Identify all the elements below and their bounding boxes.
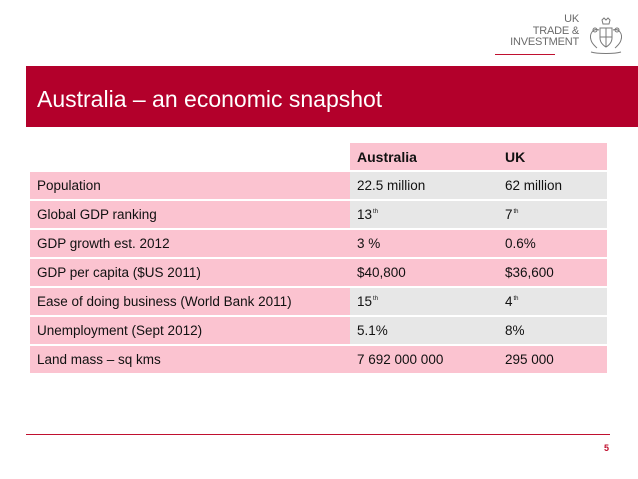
australia-value: 15 <box>357 294 373 309</box>
table-row: GDP per capita ($US 2011) $40,800 $36,60… <box>30 259 607 286</box>
header-empty-cell <box>30 143 350 170</box>
header-australia: Australia <box>350 143 498 170</box>
ordinal-suffix: th <box>513 296 519 302</box>
logo-text: UK TRADE & INVESTMENT <box>510 13 579 49</box>
australia-value-cell: 15th <box>350 288 498 315</box>
logo-line-trade: TRADE & <box>532 24 579 37</box>
row-label: Unemployment (Sept 2012) <box>30 317 350 344</box>
table-row: Ease of doing business (World Bank 2011)… <box>30 288 607 315</box>
economic-snapshot-table: Australia UK Population 22.5 million 62 … <box>30 141 607 375</box>
slide-title: Australia – an economic snapshot <box>37 86 383 112</box>
australia-value: 22.5 million <box>350 172 498 199</box>
ordinal-suffix: th <box>373 209 379 215</box>
uk-value: 0.6% <box>498 230 607 257</box>
table-row: Unemployment (Sept 2012) 5.1% 8% <box>30 317 607 344</box>
title-bar: Australia – an economic snapshot <box>26 66 638 127</box>
table-row: Global GDP ranking 13th 7th <box>30 201 607 228</box>
uk-value: 4 <box>505 294 513 309</box>
australia-value: 5.1% <box>350 317 498 344</box>
ordinal-suffix: th <box>373 296 379 302</box>
uk-value: 8% <box>498 317 607 344</box>
uk-value: $36,600 <box>498 259 607 286</box>
australia-value: 7 692 000 000 <box>350 346 498 373</box>
table-row: GDP growth est. 2012 3 % 0.6% <box>30 230 607 257</box>
uk-value: 295 000 <box>498 346 607 373</box>
page-number: 5 <box>604 443 610 453</box>
australia-value: 13 <box>357 207 373 222</box>
uk-value: 7 <box>505 207 513 222</box>
table-header-row: Australia UK <box>30 143 607 170</box>
australia-value-cell: 13th <box>350 201 498 228</box>
table-row: Population 22.5 million 62 million <box>30 172 607 199</box>
uk-value-cell: 7th <box>498 201 607 228</box>
row-label: GDP per capita ($US 2011) <box>30 259 350 286</box>
uk-value-cell: 4th <box>498 288 607 315</box>
row-label: GDP growth est. 2012 <box>30 230 350 257</box>
crest-icon <box>590 17 622 54</box>
row-label: Population <box>30 172 350 199</box>
row-label: Global GDP ranking <box>30 201 350 228</box>
table-row: Land mass – sq kms 7 692 000 000 295 000 <box>30 346 607 373</box>
logo-line-investment: INVESTMENT <box>510 36 579 48</box>
footer-divider <box>26 434 610 435</box>
row-label: Ease of doing business (World Bank 2011) <box>30 288 350 315</box>
uk-value: 62 million <box>498 172 607 199</box>
header-uk: UK <box>498 143 607 170</box>
row-label: Land mass – sq kms <box>30 346 350 373</box>
australia-value: $40,800 <box>350 259 498 286</box>
australia-value: 3 % <box>350 230 498 257</box>
logo-line-uk: UK <box>564 13 579 25</box>
ordinal-suffix: th <box>513 209 519 215</box>
logo-divider <box>495 54 555 55</box>
uk-trade-investment-logo: UK TRADE & INVESTMENT <box>495 13 627 60</box>
